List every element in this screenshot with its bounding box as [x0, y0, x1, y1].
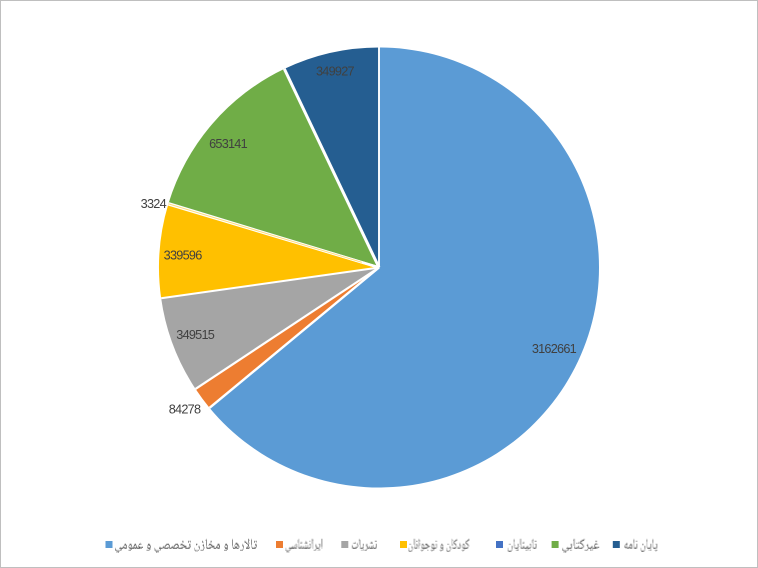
svg-text:349515: 349515 — [176, 328, 215, 342]
svg-text:339596: 339596 — [164, 248, 203, 262]
svg-text:653141: 653141 — [209, 137, 248, 151]
svg-text:84278: 84278 — [169, 403, 201, 417]
svg-text:349927: 349927 — [316, 64, 355, 78]
svg-text:3324: 3324 — [141, 197, 167, 211]
svg-text:3162661: 3162661 — [532, 342, 577, 356]
